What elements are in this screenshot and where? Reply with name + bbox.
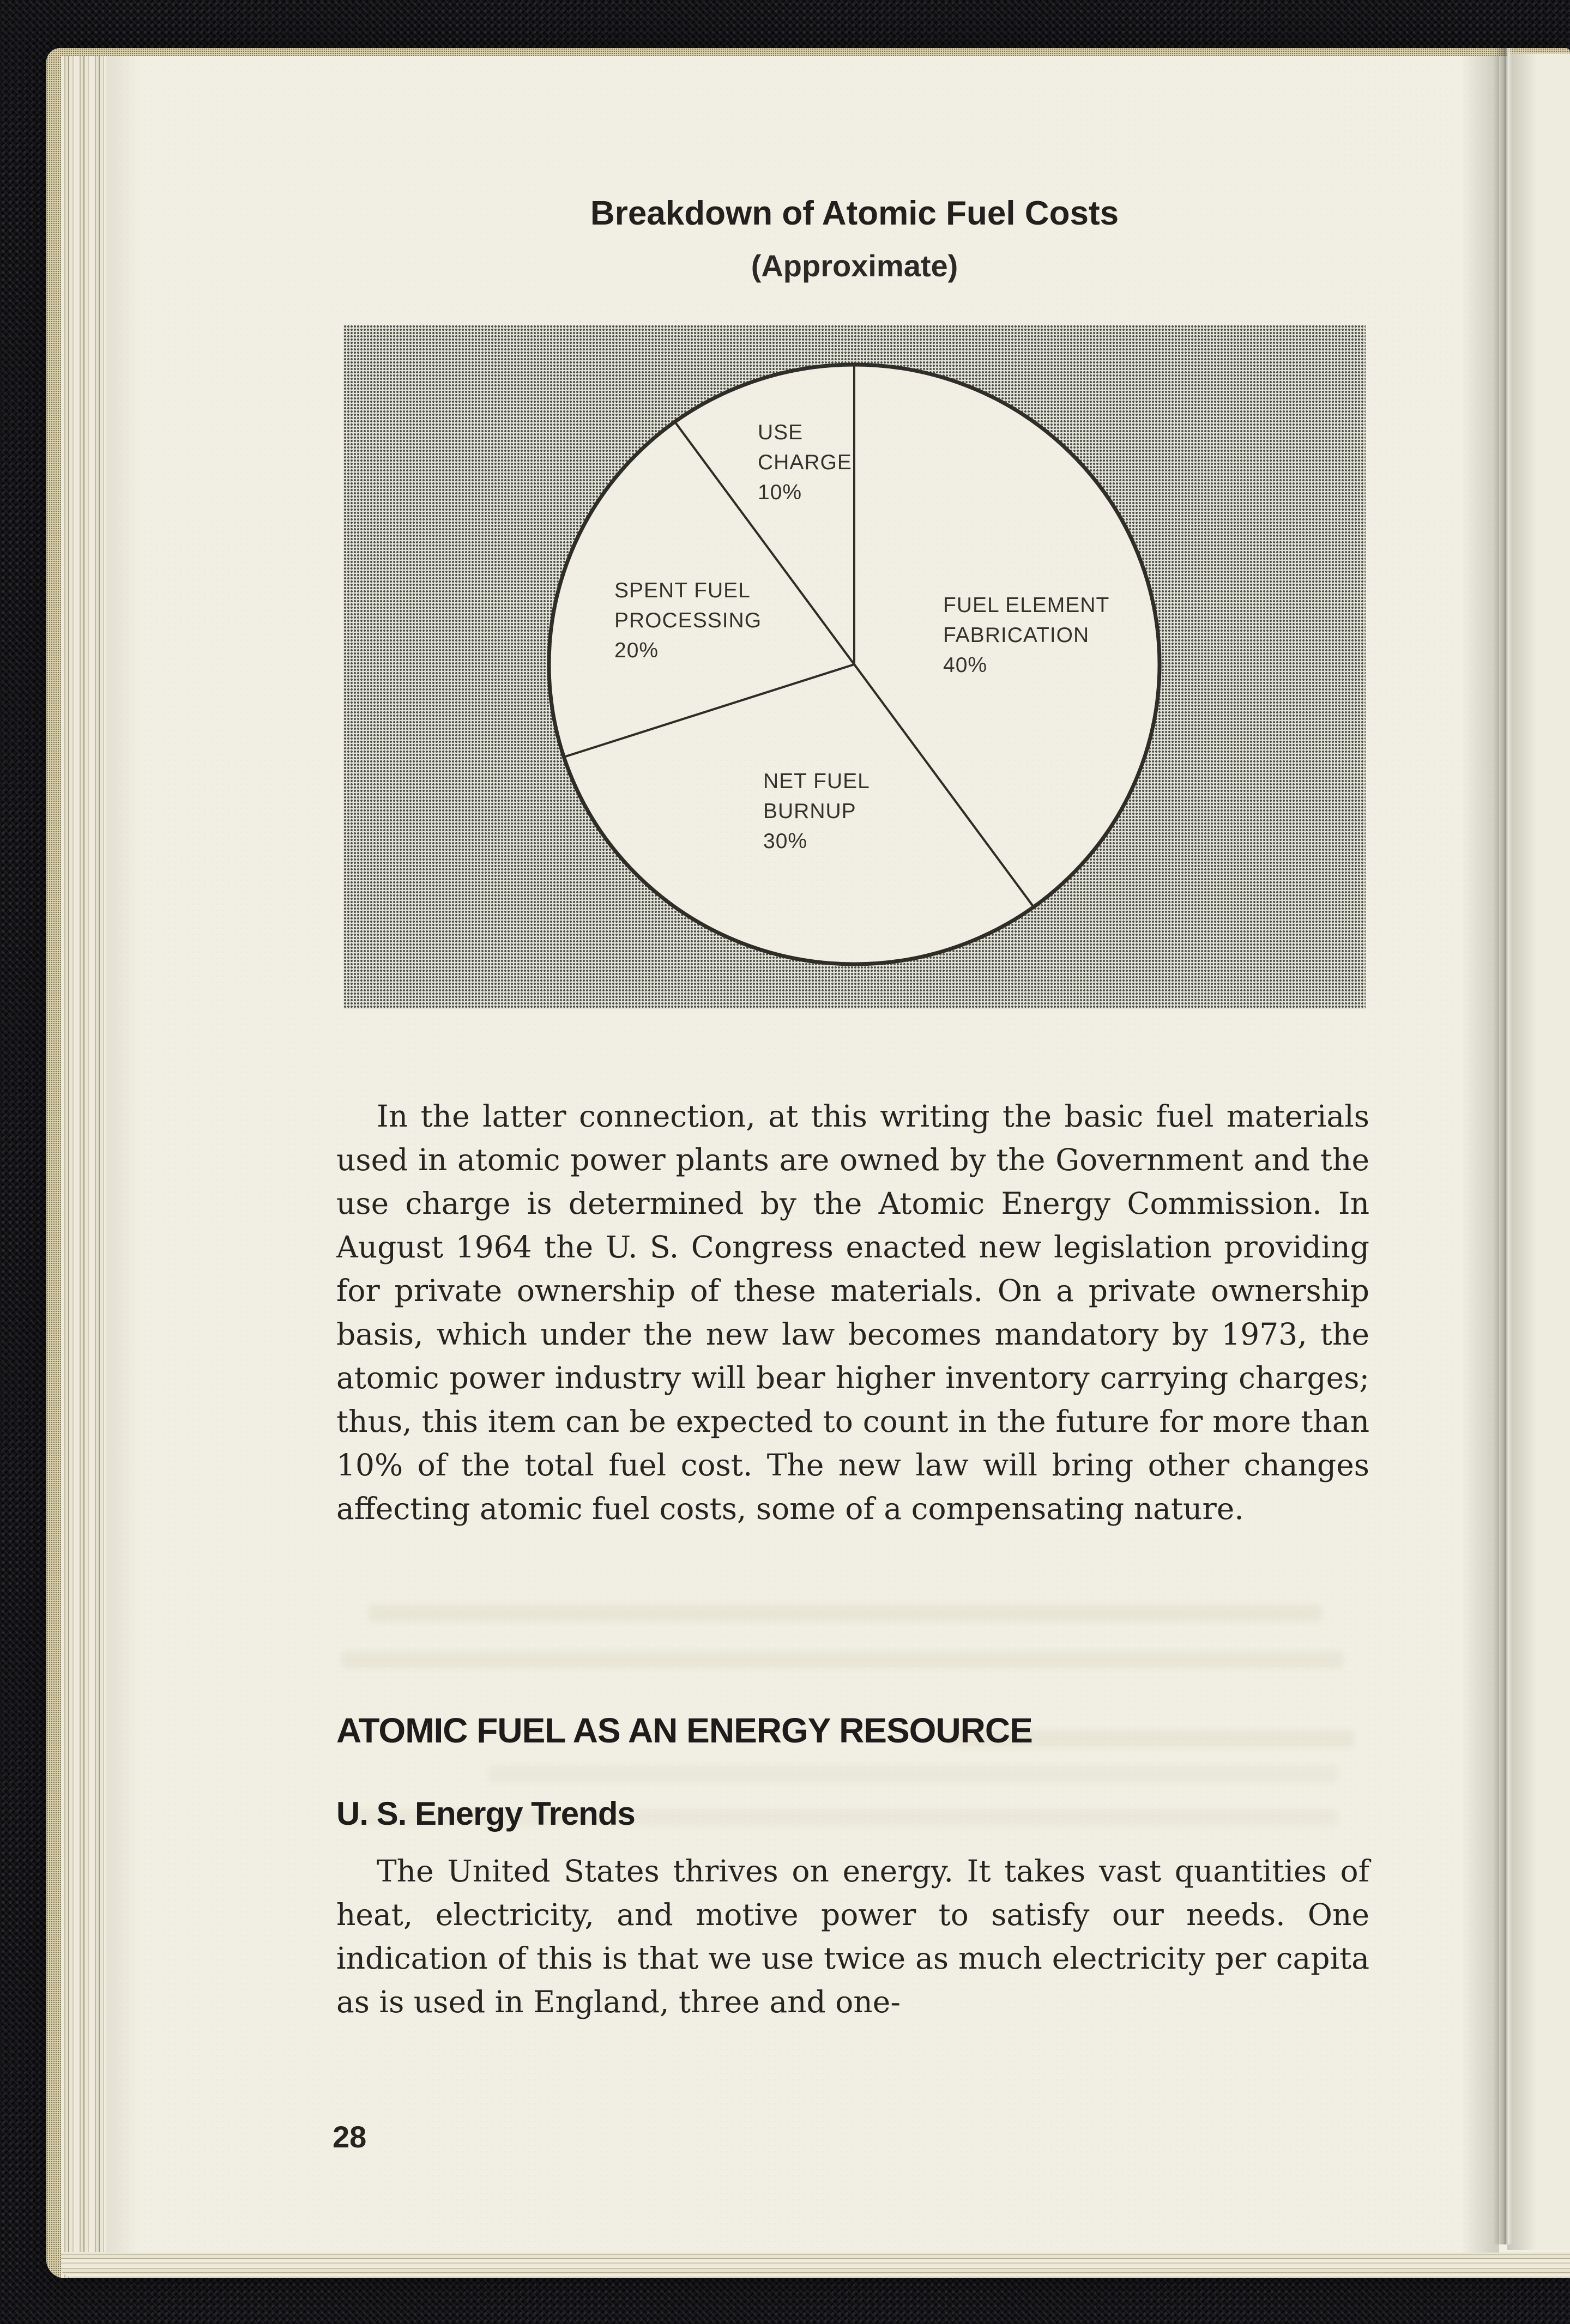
open-book: Breakdown of Atomic Fuel Costs (Approxim… [46,48,1570,2278]
svg-text:SPENT FUEL: SPENT FUEL [614,579,751,602]
pie-chart: USE CHARGE 10% SPENT FUEL PROCESSING 20%… [547,362,1162,966]
page-block-trim-left [46,48,61,2278]
svg-text:20%: 20% [614,639,659,662]
svg-text:FABRICATION: FABRICATION [943,624,1089,647]
show-through-text [488,1765,1338,1783]
page-fold-shadow [1494,48,1512,2244]
show-through-text [368,1604,1322,1623]
page-number: 28 [333,2120,367,2154]
svg-text:BURNUP: BURNUP [763,800,856,823]
svg-text:30%: 30% [763,830,807,853]
show-through-text [341,1650,1344,1669]
subsection-heading: U. S. Energy Trends [336,1795,636,1832]
pie-label-use-charge: USE CHARGE 10% [758,421,852,504]
pie-outline [547,362,1162,966]
section-heading: ATOMIC FUEL AS AN ENERGY RESOURCE [336,1711,1033,1750]
pie-label-fuel-element-fabrication: FUEL ELEMENT FABRICATION 40% [943,594,1109,677]
svg-text:FUEL ELEMENT: FUEL ELEMENT [943,594,1109,617]
pie-label-spent-fuel-processing: SPENT FUEL PROCESSING 20% [614,579,762,662]
next-page-sliver [1507,53,1570,2250]
pie-label-net-fuel-burnup: NET FUEL BURNUP 30% [763,770,870,853]
page-stack-edges-left [61,53,106,2278]
page-block-trim-top [46,48,1570,56]
pie-chart-panel: USE CHARGE 10% SPENT FUEL PROCESSING 20%… [343,325,1366,1009]
paragraph-us-energy-trends: The United States thrives on energy. It … [336,1854,1369,2019]
svg-text:40%: 40% [943,653,987,677]
figure-title: Breakdown of Atomic Fuel Costs [590,195,1119,232]
figure-subtitle: (Approximate) [751,249,958,283]
paragraph-fuel-costs: In the latter connection, at this writin… [336,1099,1369,1526]
book-page-28: Breakdown of Atomic Fuel Costs (Approxim… [106,56,1499,2253]
page-stack-edges-bottom [57,2252,1570,2278]
svg-text:PROCESSING: PROCESSING [614,609,762,632]
svg-text:CHARGE: CHARGE [758,451,852,474]
svg-text:NET FUEL: NET FUEL [763,770,870,793]
svg-text:10%: 10% [758,481,802,504]
svg-text:USE: USE [758,421,803,444]
